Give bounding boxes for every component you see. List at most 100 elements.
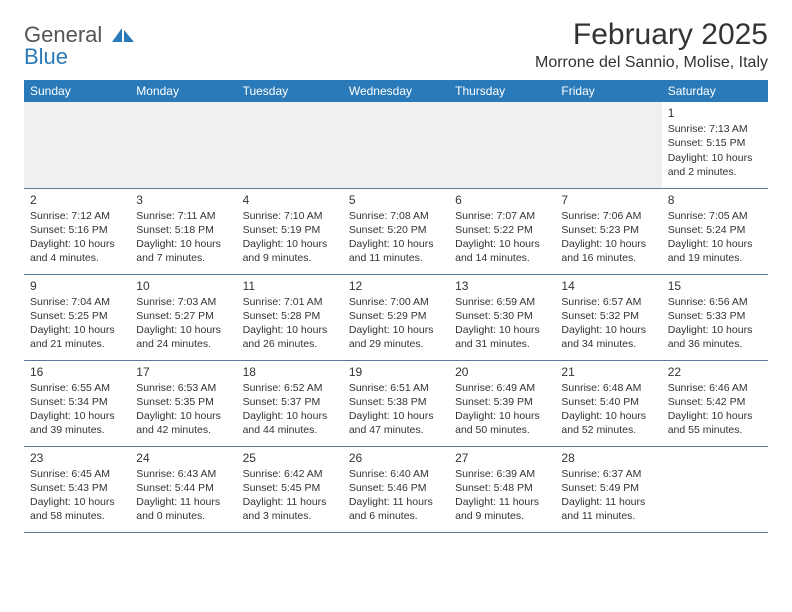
sunrise-line: Sunrise: 7:05 AM	[668, 209, 762, 223]
daylight-line: and 7 minutes.	[136, 251, 230, 265]
sunrise-line: Sunrise: 6:43 AM	[136, 467, 230, 481]
daylight-line: and 47 minutes.	[349, 423, 443, 437]
calendar-week: 16Sunrise: 6:55 AMSunset: 5:34 PMDayligh…	[24, 360, 768, 446]
sunrise-line: Sunrise: 6:42 AM	[243, 467, 337, 481]
daylight-line: Daylight: 10 hours	[243, 237, 337, 251]
sunrise-line: Sunrise: 6:59 AM	[455, 295, 549, 309]
calendar-day: 5Sunrise: 7:08 AMSunset: 5:20 PMDaylight…	[343, 188, 449, 274]
sunset-line: Sunset: 5:39 PM	[455, 395, 549, 409]
sunset-line: Sunset: 5:19 PM	[243, 223, 337, 237]
sunset-line: Sunset: 5:27 PM	[136, 309, 230, 323]
day-number: 27	[455, 450, 549, 466]
calendar-week: 2Sunrise: 7:12 AMSunset: 5:16 PMDaylight…	[24, 188, 768, 274]
day-number: 2	[30, 192, 124, 208]
calendar-day: 11Sunrise: 7:01 AMSunset: 5:28 PMDayligh…	[237, 274, 343, 360]
sunrise-line: Sunrise: 6:52 AM	[243, 381, 337, 395]
daylight-line: and 29 minutes.	[349, 337, 443, 351]
day-number: 1	[668, 105, 762, 121]
daylight-line: and 9 minutes.	[243, 251, 337, 265]
day-number: 11	[243, 278, 337, 294]
sunrise-line: Sunrise: 7:12 AM	[30, 209, 124, 223]
day-header: Saturday	[662, 80, 768, 102]
daylight-line: Daylight: 10 hours	[455, 409, 549, 423]
sunset-line: Sunset: 5:15 PM	[668, 136, 762, 150]
calendar-day: 9Sunrise: 7:04 AMSunset: 5:25 PMDaylight…	[24, 274, 130, 360]
sunset-line: Sunset: 5:49 PM	[561, 481, 655, 495]
calendar-day: 2Sunrise: 7:12 AMSunset: 5:16 PMDaylight…	[24, 188, 130, 274]
daylight-line: and 11 minutes.	[349, 251, 443, 265]
day-number: 13	[455, 278, 549, 294]
calendar-day: 4Sunrise: 7:10 AMSunset: 5:19 PMDaylight…	[237, 188, 343, 274]
daylight-line: Daylight: 11 hours	[349, 495, 443, 509]
sunset-line: Sunset: 5:34 PM	[30, 395, 124, 409]
daylight-line: Daylight: 11 hours	[136, 495, 230, 509]
sunrise-line: Sunrise: 7:06 AM	[561, 209, 655, 223]
calendar-day: 24Sunrise: 6:43 AMSunset: 5:44 PMDayligh…	[130, 446, 236, 532]
sunrise-line: Sunrise: 7:13 AM	[668, 122, 762, 136]
sunrise-line: Sunrise: 6:53 AM	[136, 381, 230, 395]
sunrise-line: Sunrise: 6:48 AM	[561, 381, 655, 395]
day-number: 25	[243, 450, 337, 466]
daylight-line: and 26 minutes.	[243, 337, 337, 351]
sunset-line: Sunset: 5:48 PM	[455, 481, 549, 495]
sunset-line: Sunset: 5:33 PM	[668, 309, 762, 323]
daylight-line: Daylight: 10 hours	[136, 409, 230, 423]
sunset-line: Sunset: 5:25 PM	[30, 309, 124, 323]
sunset-line: Sunset: 5:18 PM	[136, 223, 230, 237]
calendar-day: 1Sunrise: 7:13 AMSunset: 5:15 PMDaylight…	[662, 102, 768, 188]
day-number: 5	[349, 192, 443, 208]
day-number: 24	[136, 450, 230, 466]
title-block: February 2025 Morrone del Sannio, Molise…	[535, 18, 768, 72]
daylight-line: Daylight: 11 hours	[455, 495, 549, 509]
day-number: 8	[668, 192, 762, 208]
header: General Blue February 2025 Morrone del S…	[24, 18, 768, 72]
day-number: 19	[349, 364, 443, 380]
sunrise-line: Sunrise: 7:08 AM	[349, 209, 443, 223]
daylight-line: Daylight: 10 hours	[349, 237, 443, 251]
daylight-line: and 55 minutes.	[668, 423, 762, 437]
daylight-line: Daylight: 10 hours	[136, 237, 230, 251]
day-number: 10	[136, 278, 230, 294]
sunset-line: Sunset: 5:30 PM	[455, 309, 549, 323]
daylight-line: and 31 minutes.	[455, 337, 549, 351]
daylight-line: and 14 minutes.	[455, 251, 549, 265]
sunrise-line: Sunrise: 6:49 AM	[455, 381, 549, 395]
sunrise-line: Sunrise: 7:11 AM	[136, 209, 230, 223]
day-number: 28	[561, 450, 655, 466]
calendar-day: 25Sunrise: 6:42 AMSunset: 5:45 PMDayligh…	[237, 446, 343, 532]
calendar-day-empty	[555, 102, 661, 188]
calendar-day: 20Sunrise: 6:49 AMSunset: 5:39 PMDayligh…	[449, 360, 555, 446]
daylight-line: and 24 minutes.	[136, 337, 230, 351]
day-number: 17	[136, 364, 230, 380]
calendar-day: 16Sunrise: 6:55 AMSunset: 5:34 PMDayligh…	[24, 360, 130, 446]
calendar-week: 1Sunrise: 7:13 AMSunset: 5:15 PMDaylight…	[24, 102, 768, 188]
calendar-day: 23Sunrise: 6:45 AMSunset: 5:43 PMDayligh…	[24, 446, 130, 532]
sunset-line: Sunset: 5:35 PM	[136, 395, 230, 409]
sunrise-line: Sunrise: 6:56 AM	[668, 295, 762, 309]
calendar-day: 14Sunrise: 6:57 AMSunset: 5:32 PMDayligh…	[555, 274, 661, 360]
daylight-line: and 50 minutes.	[455, 423, 549, 437]
calendar-day: 21Sunrise: 6:48 AMSunset: 5:40 PMDayligh…	[555, 360, 661, 446]
daylight-line: and 34 minutes.	[561, 337, 655, 351]
day-number: 14	[561, 278, 655, 294]
calendar-week: 9Sunrise: 7:04 AMSunset: 5:25 PMDaylight…	[24, 274, 768, 360]
calendar-day: 7Sunrise: 7:06 AMSunset: 5:23 PMDaylight…	[555, 188, 661, 274]
sunrise-line: Sunrise: 6:57 AM	[561, 295, 655, 309]
daylight-line: and 3 minutes.	[243, 509, 337, 523]
sunset-line: Sunset: 5:20 PM	[349, 223, 443, 237]
sunrise-line: Sunrise: 6:51 AM	[349, 381, 443, 395]
day-number: 7	[561, 192, 655, 208]
sunset-line: Sunset: 5:42 PM	[668, 395, 762, 409]
day-number: 23	[30, 450, 124, 466]
sunset-line: Sunset: 5:45 PM	[243, 481, 337, 495]
calendar-day-empty	[237, 102, 343, 188]
sunrise-line: Sunrise: 7:04 AM	[30, 295, 124, 309]
day-number: 12	[349, 278, 443, 294]
sunset-line: Sunset: 5:44 PM	[136, 481, 230, 495]
sunrise-line: Sunrise: 7:10 AM	[243, 209, 337, 223]
daylight-line: and 36 minutes.	[668, 337, 762, 351]
location: Morrone del Sannio, Molise, Italy	[535, 54, 768, 72]
sunrise-line: Sunrise: 6:40 AM	[349, 467, 443, 481]
logo-sail-icon	[112, 26, 134, 42]
daylight-line: Daylight: 10 hours	[30, 409, 124, 423]
